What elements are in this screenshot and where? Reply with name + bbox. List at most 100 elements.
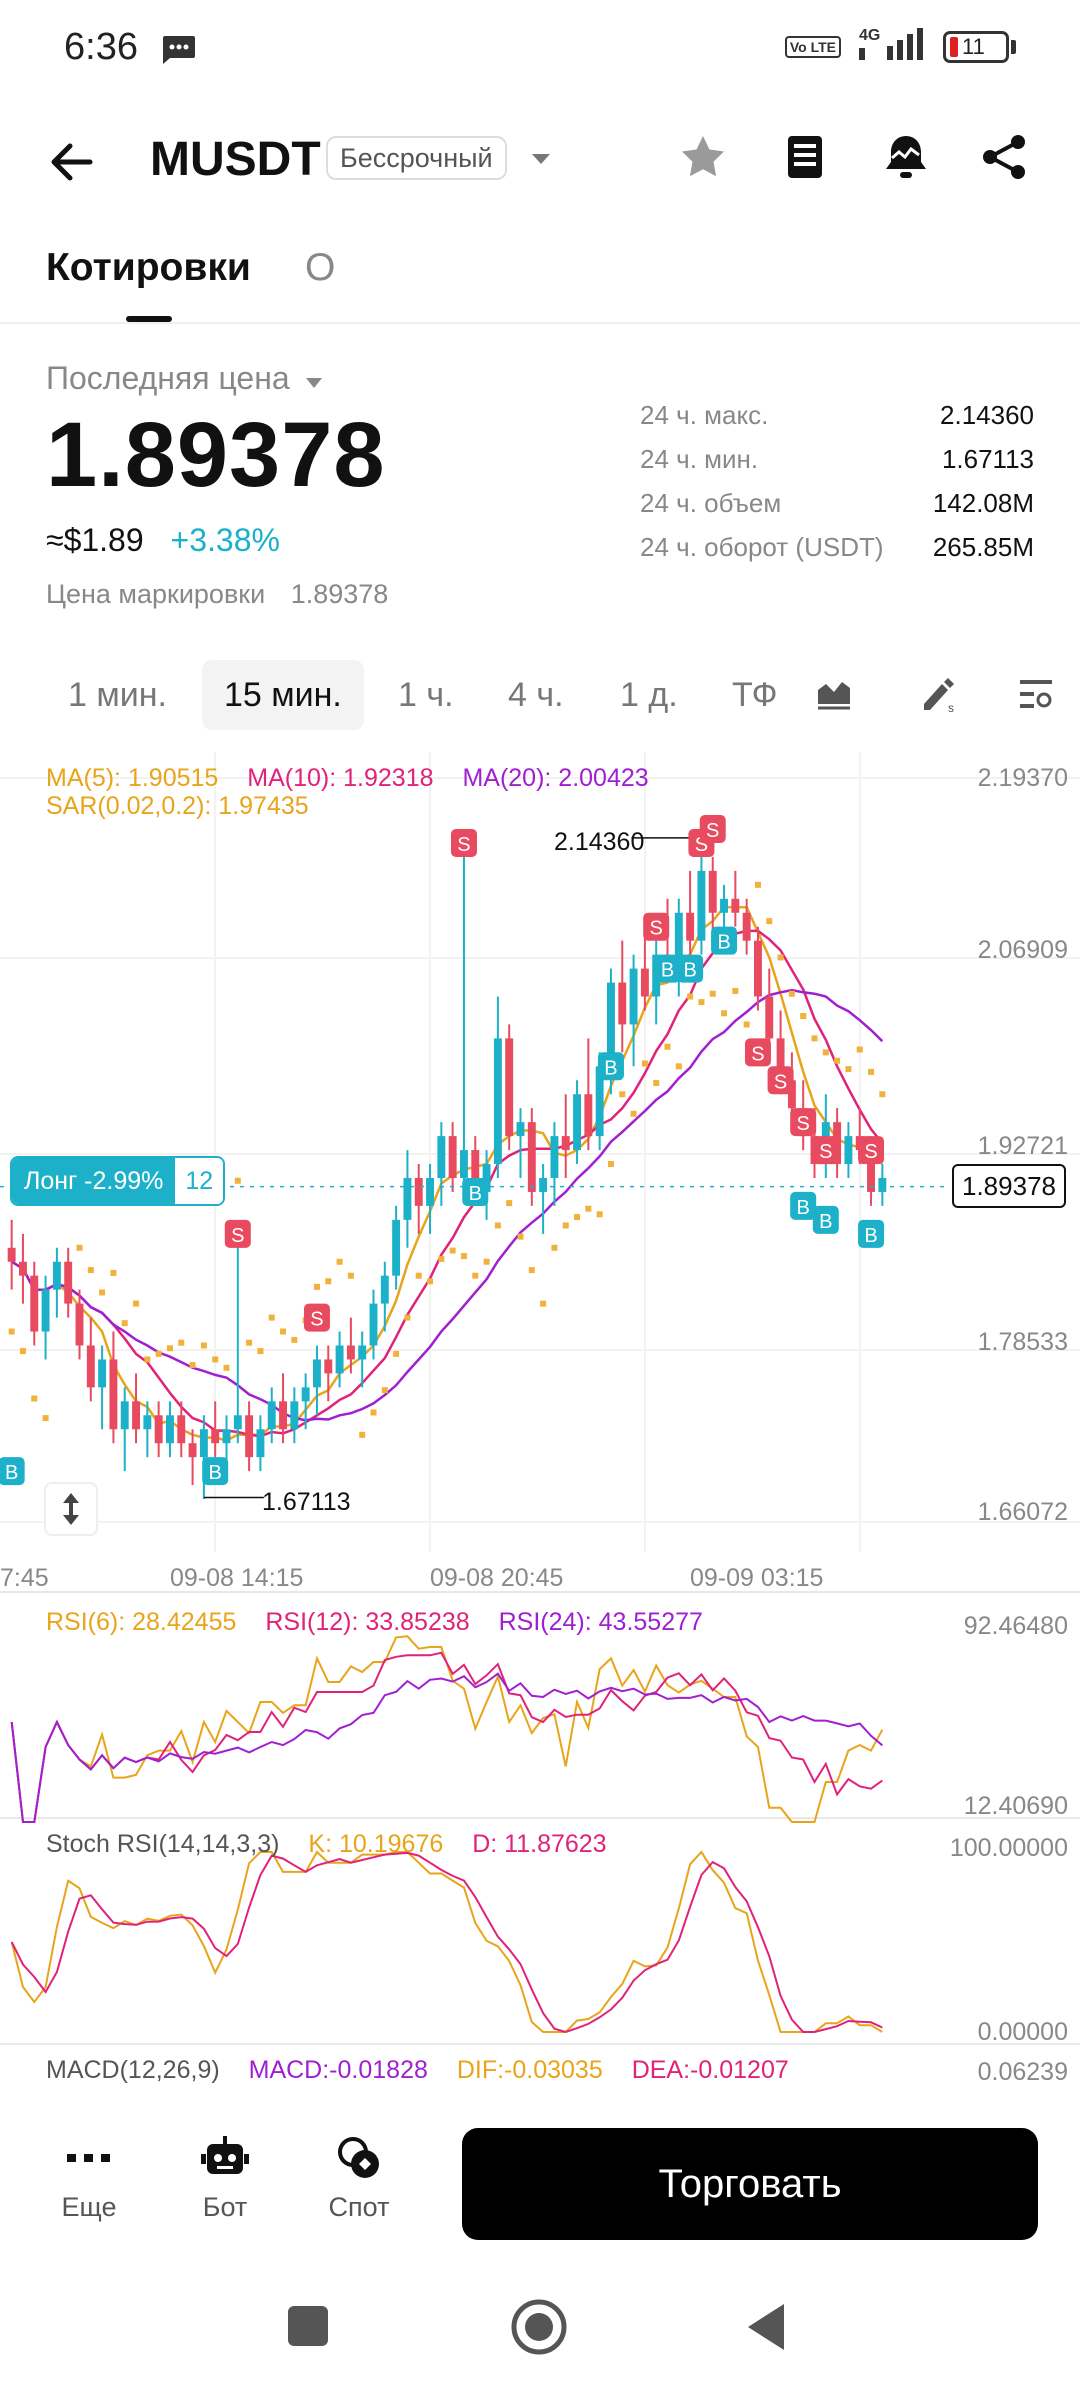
- tab-about[interactable]: О: [305, 246, 336, 289]
- buy-marker: B: [858, 1219, 885, 1248]
- chart-type-icon[interactable]: [814, 674, 854, 719]
- home-button[interactable]: [510, 2298, 568, 2361]
- tab-quotes[interactable]: Котировки: [46, 246, 251, 289]
- sar-dot: [325, 1278, 332, 1285]
- trade-button[interactable]: Торговать: [462, 2128, 1038, 2240]
- bot-icon: [180, 2130, 270, 2186]
- legend-macd: MACD:-0.01828: [248, 2056, 428, 2084]
- candle-body: [313, 1359, 321, 1388]
- chart-resize-icon[interactable]: [44, 1482, 98, 1536]
- sar-dot: [291, 1336, 298, 1343]
- candle-body: [573, 1094, 581, 1151]
- candle-body: [448, 1136, 457, 1178]
- svg-text:S: S: [231, 1225, 244, 1247]
- sar-dot: [619, 1091, 626, 1098]
- timeframe-15m[interactable]: 15 мин.: [202, 660, 364, 730]
- recent-apps-button[interactable]: [286, 2304, 330, 2353]
- sar-dot: [438, 1255, 445, 1262]
- buy-marker: B: [597, 1052, 624, 1081]
- favorite-star-icon[interactable]: [678, 132, 728, 187]
- sar-dot: [732, 987, 739, 994]
- sar-dot: [313, 1283, 320, 1290]
- sar-dot: [381, 1387, 388, 1394]
- sar-dot: [234, 1177, 241, 1184]
- timeframe-1m[interactable]: 1 мин.: [68, 676, 167, 714]
- timeframe-4h[interactable]: 4 ч.: [508, 676, 564, 714]
- indicator-settings-icon[interactable]: [1016, 674, 1056, 719]
- pair-symbol[interactable]: MUSDT: [150, 133, 321, 186]
- sar-dot: [246, 1339, 253, 1346]
- sar-dot: [370, 1409, 377, 1416]
- candle-body: [188, 1443, 197, 1458]
- candle-body: [754, 940, 762, 997]
- low-label: 1.67113: [262, 1488, 351, 1516]
- timeframe-1d[interactable]: 1 д.: [620, 676, 678, 714]
- candle-body: [607, 982, 615, 1067]
- sar-dot: [630, 1110, 637, 1117]
- more-button[interactable]: Еще: [44, 2130, 134, 2223]
- candle-body: [742, 912, 751, 941]
- svg-text:S: S: [797, 1113, 810, 1135]
- sar-dot: [42, 1415, 49, 1422]
- buy-marker: B: [462, 1177, 489, 1206]
- sar-dot: [766, 918, 773, 925]
- legend-stoch-k: K: 10.19676: [308, 1830, 444, 1858]
- pair-dropdown-icon[interactable]: [530, 152, 552, 171]
- sar-dot: [110, 1269, 117, 1276]
- spot-button[interactable]: Спот: [314, 2130, 404, 2223]
- candle-body: [561, 1136, 570, 1151]
- svg-text:S: S: [819, 1141, 832, 1163]
- buy-marker: B: [711, 926, 738, 955]
- candle-body: [132, 1401, 140, 1430]
- sar-dot: [393, 1350, 400, 1357]
- sar-dot: [709, 990, 716, 997]
- buy-marker: B: [790, 1191, 817, 1220]
- spot-icon: [314, 2130, 404, 2186]
- candle-body: [640, 968, 649, 997]
- svg-text:B: B: [864, 1225, 877, 1247]
- price-alert-icon[interactable]: [880, 132, 932, 189]
- order-book-icon[interactable]: [780, 132, 830, 187]
- drawing-tools-icon[interactable]: s: [918, 674, 960, 719]
- sar-dot: [87, 1267, 94, 1274]
- mark-price-value: 1.89378: [290, 579, 389, 609]
- back-nav-button[interactable]: [744, 2302, 788, 2357]
- back-button[interactable]: [46, 136, 98, 193]
- sar-dot: [212, 1356, 219, 1363]
- candle-body: [539, 1177, 548, 1192]
- position-leverage: 12: [175, 1158, 224, 1204]
- price-axis-label: 2.19370: [977, 764, 1068, 792]
- stoch-axis-label: 100.00000: [949, 1834, 1068, 1862]
- share-icon[interactable]: [980, 132, 1030, 187]
- bot-button[interactable]: Бот: [180, 2130, 270, 2223]
- svg-text:S: S: [310, 1309, 323, 1331]
- svg-text:S: S: [751, 1043, 764, 1065]
- svg-text:B: B: [797, 1197, 810, 1219]
- contract-type-badge[interactable]: Бессрочный: [326, 136, 507, 180]
- sar-dot: [811, 1035, 818, 1042]
- candle-body: [324, 1359, 333, 1374]
- svg-text:B: B: [661, 960, 674, 982]
- timeframe-1h[interactable]: 1 ч.: [398, 676, 454, 714]
- current-price-tag: 1.89378: [952, 1164, 1066, 1208]
- position-badge[interactable]: Лонг -2.99% 12: [10, 1156, 226, 1206]
- timeframe-more[interactable]: ТФ: [732, 676, 778, 714]
- sar-dot: [562, 1222, 569, 1229]
- sar-dot: [856, 1046, 863, 1053]
- candle-body: [380, 1275, 389, 1304]
- rsi-axis-label: 92.46480: [963, 1612, 1068, 1640]
- sar-dot: [551, 1244, 558, 1251]
- sell-marker: S: [790, 1108, 817, 1137]
- candle-body: [765, 996, 774, 1039]
- sar-dot: [540, 1300, 547, 1307]
- sar-dot: [868, 1068, 875, 1075]
- sar-dot: [754, 881, 761, 888]
- candle-body: [301, 1387, 310, 1402]
- last-price-label[interactable]: Последняя цена: [46, 360, 388, 397]
- candle-body: [493, 1038, 502, 1165]
- sell-marker: S: [699, 815, 726, 844]
- sar-dot: [336, 1258, 343, 1265]
- timeframe-bar: 1 мин. 15 мин. 1 ч. 4 ч. 1 д. ТФ s: [46, 660, 1052, 730]
